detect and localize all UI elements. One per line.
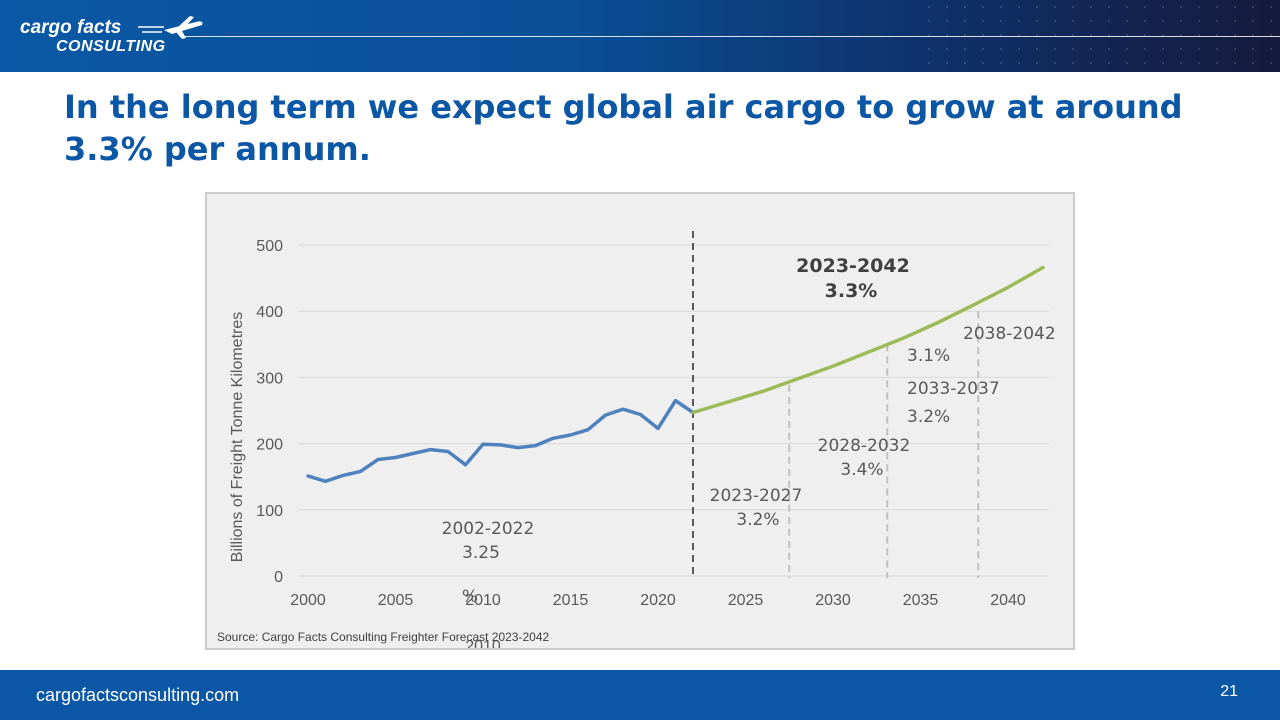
period2-label: 2028-2032 xyxy=(818,436,911,456)
chart-panel: 0 100 200 300 400 500 2000 2005 2010 2015 2020 2025… xyxy=(205,192,1075,650)
y-tick-label-100: 100 xyxy=(256,503,283,520)
period4-label: 2038-2042 xyxy=(963,324,1056,344)
hist-period-label: 2002-2022 xyxy=(442,519,535,539)
forecast-series-line xyxy=(691,265,1045,415)
y-tick-label-0: 0 xyxy=(274,569,283,586)
y-tick-label-300: 300 xyxy=(256,370,283,387)
x-tick-label-2010: 2010 xyxy=(465,592,501,609)
historical-series-line xyxy=(306,398,695,484)
page-number: 21 xyxy=(1220,683,1238,700)
air-cargo-forecast-chart: 0 100 200 300 400 500 2000 2005 2010 2015 2020 2025… xyxy=(217,231,1056,648)
x-tick-label-2005: 2005 xyxy=(378,592,414,609)
overall-rate-label: 3.3% xyxy=(825,280,878,302)
x-tick-label-2020: 2020 xyxy=(640,592,676,609)
y-tick-label-500: 500 xyxy=(256,238,283,255)
period3-label: 2033-2037 xyxy=(907,379,1000,399)
x-tick-label-2035: 2035 xyxy=(903,592,939,609)
x-tick-label-2025: 2025 xyxy=(728,592,764,609)
hist-rate-label: 3.25 xyxy=(462,543,500,563)
period1-rate: 3.2% xyxy=(736,510,779,530)
footer-bar xyxy=(0,670,1280,720)
y-axis-label: Billions of Freight Tonne Kilometres xyxy=(229,312,246,563)
period4-rate: 3.2% xyxy=(907,407,950,427)
header-bar: cargo facts CONSULTING xyxy=(0,0,1280,72)
x-tick-label-2015: 2015 xyxy=(553,592,589,609)
y-tick-label-200: 200 xyxy=(256,437,283,454)
airplane-icon xyxy=(138,16,203,39)
y-tick-label-400: 400 xyxy=(256,304,283,321)
company-logo: cargo facts CONSULTING xyxy=(20,14,203,62)
header-rule xyxy=(182,36,1280,37)
x-tick-label-2030: 2030 xyxy=(815,592,851,609)
period3-rate: 3.1% xyxy=(907,346,950,366)
x-tick-label-2000: 2000 xyxy=(290,592,326,609)
source-note: Source: Cargo Facts Consulting Freighter… xyxy=(217,630,549,644)
footer-website[interactable]: cargofactsconsulting.com xyxy=(36,685,240,705)
slide-title: In the long term we expect global air ca… xyxy=(64,88,1183,168)
logo-line2: CONSULTING xyxy=(56,38,166,55)
x-tick-label-2040: 2040 xyxy=(990,592,1026,609)
hist-percent-label: % xyxy=(462,587,478,607)
period1-label: 2023-2027 xyxy=(710,486,803,506)
logo-line1: cargo facts xyxy=(20,17,122,38)
period2-rate: 3.4% xyxy=(840,460,883,480)
overall-period-label: 2023-2042 xyxy=(796,255,910,277)
tick-2010-duplicate: 2010 xyxy=(465,638,501,648)
